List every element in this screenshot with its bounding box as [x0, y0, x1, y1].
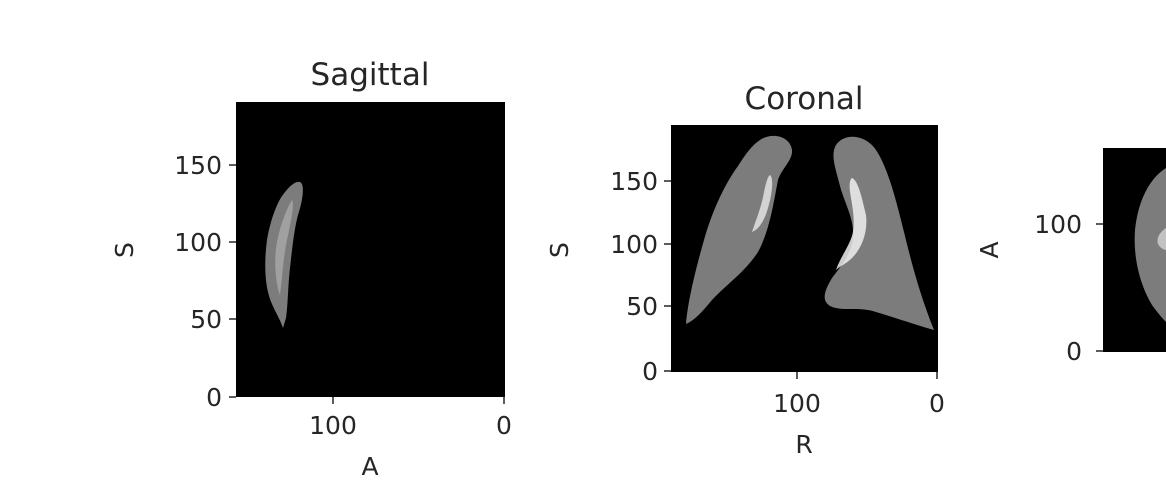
- sagittal-lung-texture: [275, 200, 293, 295]
- coronal-title: Coronal: [745, 81, 864, 117]
- sagittal-title: Sagittal: [311, 57, 430, 93]
- sagittal-ytick-label-0: 0: [206, 383, 222, 412]
- sagittal-y-ticks: 0 50 100 150: [174, 151, 236, 412]
- coronal-ytick-label-150: 150: [610, 167, 658, 196]
- sagittal-ylabel: S: [110, 242, 139, 258]
- coronal-ytick-label-50: 50: [626, 292, 658, 321]
- coronal-panel: Coronal 0 50 100 150 100 0 R S: [545, 81, 945, 459]
- coronal-ylabel: S: [545, 242, 574, 258]
- sagittal-panel: Sagittal 0 50 100 150 100 0 A S: [110, 57, 512, 481]
- coronal-vessels-left: [836, 178, 867, 270]
- axial-ylabel: A: [975, 241, 1004, 258]
- axial-ytick-label-100: 100: [1034, 210, 1082, 239]
- coronal-xlabel: R: [795, 430, 812, 459]
- coronal-x-ticks: 100 0: [773, 372, 945, 418]
- coronal-ytick-label-100: 100: [610, 230, 658, 259]
- axial-vessels: [1157, 228, 1166, 250]
- sagittal-ytick-label-150: 150: [174, 151, 222, 180]
- sagittal-ytick-label-50: 50: [190, 305, 222, 334]
- sagittal-ytick-label-100: 100: [174, 228, 222, 257]
- axial-ytick-label-0: 0: [1066, 337, 1082, 366]
- axial-y-ticks: 0 100: [1034, 210, 1103, 366]
- coronal-xtick-label-0: 0: [929, 389, 945, 418]
- axial-panel: 0 100 A: [975, 148, 1166, 366]
- coronal-y-ticks: 0 50 100 150: [610, 167, 671, 386]
- coronal-xtick-label-100: 100: [773, 389, 821, 418]
- sagittal-xlabel: A: [361, 452, 378, 481]
- sagittal-xtick-label-0: 0: [496, 411, 512, 440]
- sagittal-xtick-label-100: 100: [309, 411, 357, 440]
- sagittal-x-ticks: 100 0: [309, 397, 512, 440]
- coronal-ytick-label-0: 0: [642, 357, 658, 386]
- coronal-right-lung: [686, 135, 793, 324]
- coronal-vessels-right: [752, 175, 773, 232]
- axial-lung-slice: [1134, 168, 1166, 322]
